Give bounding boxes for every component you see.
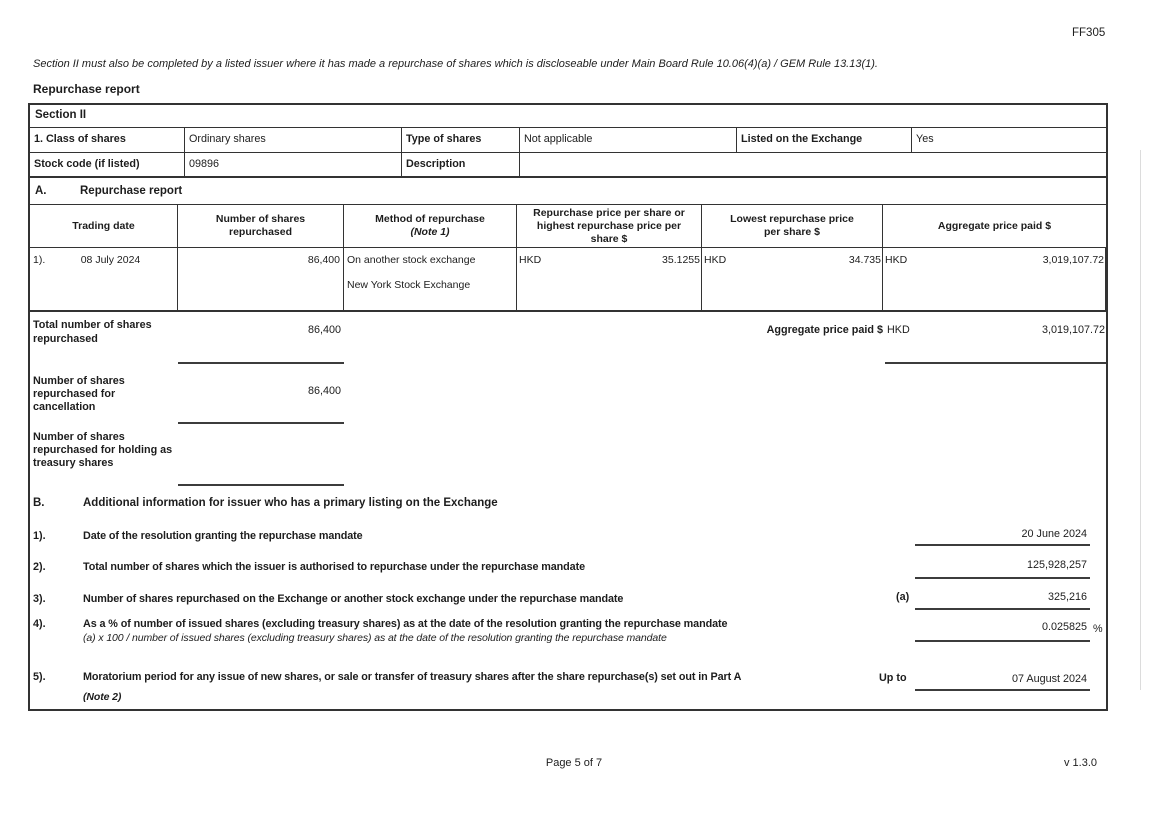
stock-code-label: Stock code (if listed) bbox=[30, 153, 185, 176]
col-high-price: Repurchase price per share or highest re… bbox=[517, 205, 702, 247]
item1-label: Date of the resolution granting the repu… bbox=[83, 530, 363, 542]
item3-underline bbox=[915, 608, 1090, 610]
aggregate-paid-currency: HKD bbox=[887, 324, 910, 336]
stock-code-value: 09896 bbox=[185, 153, 402, 176]
cancellation-shares-value: 86,400 bbox=[307, 385, 341, 397]
item5-value: 07 August 2024 bbox=[1011, 673, 1087, 685]
high-price-currency: HKD bbox=[519, 254, 542, 266]
total-shares-value: 86,400 bbox=[307, 324, 341, 336]
class-of-shares-label: 1. Class of shares bbox=[30, 128, 185, 152]
item3-number: 3). bbox=[33, 593, 46, 605]
col-method: Method of repurchase (Note 1) bbox=[344, 205, 517, 247]
aggregate-paid-label: Aggregate price paid $ bbox=[766, 324, 883, 336]
col-method-label: Method of repurchase bbox=[375, 213, 485, 225]
low-price-value: 34.735 bbox=[848, 254, 881, 266]
aggregate-paid-value: 3,019,107.72 bbox=[1041, 324, 1105, 336]
trading-date-cell: 1). 08 July 2024 bbox=[30, 248, 178, 310]
item4-number: 4). bbox=[33, 618, 46, 630]
section-ii-header: Section II bbox=[30, 105, 1106, 128]
high-price-cell: HKD 35.1255 bbox=[517, 248, 702, 310]
cancellation-shares-underline bbox=[178, 422, 344, 424]
item4-value: 0.025825 bbox=[1041, 621, 1087, 633]
aggregate-currency: HKD bbox=[885, 254, 908, 266]
aggregate-value: 3,019,107.72 bbox=[1042, 254, 1104, 266]
cancellation-shares-label: Number of shares repurchased for cancell… bbox=[33, 375, 125, 413]
intro-note: Section II must also be completed by a l… bbox=[33, 58, 878, 70]
part-a-letter: A. bbox=[35, 185, 47, 197]
total-shares-label: Total number of shares repurchased bbox=[33, 319, 152, 345]
item2-number: 2). bbox=[33, 561, 46, 573]
form-code: FF305 bbox=[1072, 27, 1106, 39]
item5-underline bbox=[915, 689, 1090, 691]
col-aggregate: Aggregate price paid $ bbox=[883, 205, 1106, 247]
listed-on-exchange-value: Yes bbox=[916, 133, 934, 145]
part-b-heading: Additional information for issuer who ha… bbox=[83, 497, 498, 509]
page-edge-line bbox=[1140, 150, 1141, 690]
type-of-shares-value: Not applicable bbox=[520, 128, 737, 152]
table-lower-area: Total number of shares repurchased 86,40… bbox=[30, 312, 1106, 710]
item2-value: 125,928,257 bbox=[1026, 559, 1087, 571]
col-method-note: (Note 1) bbox=[410, 226, 450, 238]
item5-label: Moratorium period for any issue of new s… bbox=[83, 671, 742, 683]
type-of-shares-label: Type of shares bbox=[402, 128, 520, 152]
col-aggregate-label: Aggregate price paid $ bbox=[937, 219, 1052, 232]
item4-underline bbox=[915, 640, 1090, 642]
aggregate-cell: HKD 3,019,107.72 bbox=[883, 248, 1106, 310]
description-value bbox=[520, 153, 1106, 176]
item4-formula-note: (a) x 100 / number of issued shares (exc… bbox=[83, 632, 667, 644]
low-price-cell: HKD 34.735 bbox=[702, 248, 883, 310]
repurchase-table-header: Trading date Number of shares repurchase… bbox=[30, 205, 1106, 248]
form-version: v 1.3.0 bbox=[1063, 757, 1097, 769]
item3-value: 325,216 bbox=[1047, 591, 1087, 603]
description-label: Description bbox=[402, 153, 520, 176]
col-high-price-label: Repurchase price per share or highest re… bbox=[533, 206, 685, 245]
item3-label: Number of shares repurchased on the Exch… bbox=[83, 593, 624, 605]
class-of-shares-row: 1. Class of shares Ordinary shares Type … bbox=[30, 128, 1106, 153]
part-b-letter: B. bbox=[33, 497, 45, 509]
method-line2: New York Stock Exchange bbox=[347, 279, 471, 291]
item2-label: Total number of shares which the issuer … bbox=[83, 561, 585, 573]
low-price-currency: HKD bbox=[704, 254, 727, 266]
item4-percent-sign: % bbox=[1093, 623, 1103, 635]
item1-underline bbox=[915, 544, 1090, 546]
item3-marker: (a) bbox=[896, 591, 910, 603]
col-trading-date: Trading date bbox=[30, 205, 178, 247]
part-a-heading-row: A. Repurchase report bbox=[30, 178, 1106, 205]
listed-on-exchange-label: Listed on the Exchange bbox=[737, 128, 912, 152]
shares-repurchased-cell: 86,400 bbox=[178, 248, 344, 310]
treasury-shares-underline bbox=[178, 484, 344, 486]
repurchase-data-row: 1). 08 July 2024 86,400 On another stock… bbox=[30, 248, 1106, 312]
page-number: Page 5 of 7 bbox=[545, 757, 603, 769]
item1-value: 20 June 2024 bbox=[1021, 528, 1087, 540]
item5-up-to-label: Up to bbox=[879, 672, 907, 684]
method-line1: On another stock exchange bbox=[347, 254, 476, 266]
aggregate-paid-underline bbox=[885, 362, 1106, 364]
report-table: Section II 1. Class of shares Ordinary s… bbox=[28, 103, 1108, 711]
row-number: 1). bbox=[33, 254, 46, 266]
col-number-of-shares-label: Number of shares repurchased bbox=[215, 213, 306, 238]
item2-underline bbox=[915, 577, 1090, 579]
col-low-price: Lowest repurchase price per share $ bbox=[702, 205, 883, 247]
trading-date-value: 08 July 2024 bbox=[80, 254, 141, 266]
col-number-of-shares: Number of shares repurchased bbox=[178, 205, 344, 247]
stock-code-row: Stock code (if listed) 09896 Description bbox=[30, 153, 1106, 178]
high-price-value: 35.1255 bbox=[662, 254, 700, 266]
col-low-price-label: Lowest repurchase price per share $ bbox=[730, 213, 854, 238]
treasury-shares-label: Number of shares repurchased for holding… bbox=[33, 431, 173, 469]
method-cell: On another stock exchange New York Stock… bbox=[344, 248, 517, 310]
item1-number: 1). bbox=[33, 530, 46, 542]
class-of-shares-value: Ordinary shares bbox=[185, 128, 402, 152]
page-title: Repurchase report bbox=[33, 82, 140, 96]
item5-number: 5). bbox=[33, 671, 46, 683]
total-shares-underline bbox=[178, 362, 344, 364]
col-trading-date-label: Trading date bbox=[72, 219, 135, 232]
item5-note: (Note 2) bbox=[83, 691, 122, 703]
part-a-heading: Repurchase report bbox=[80, 185, 183, 197]
item4-label: As a % of number of issued shares (exclu… bbox=[83, 618, 728, 630]
